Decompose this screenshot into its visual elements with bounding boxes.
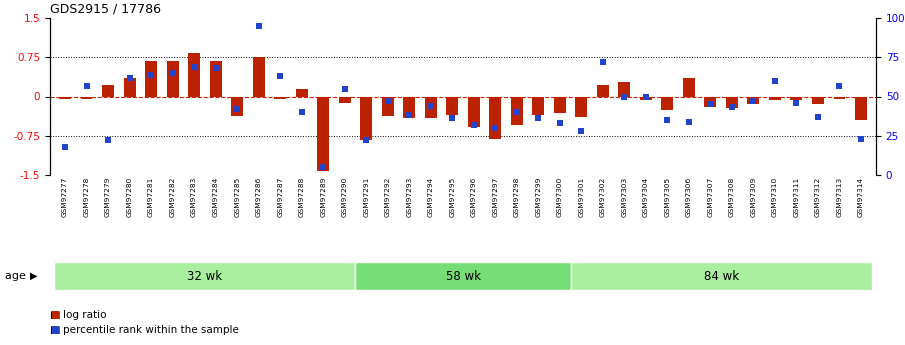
Text: GSM97306: GSM97306 bbox=[686, 177, 691, 217]
Text: GSM97297: GSM97297 bbox=[492, 177, 499, 217]
Text: GSM97309: GSM97309 bbox=[750, 177, 757, 217]
Text: ■ percentile rank within the sample: ■ percentile rank within the sample bbox=[50, 325, 239, 335]
Bar bbox=[683, 78, 695, 97]
Bar bbox=[188, 53, 200, 97]
Bar bbox=[790, 97, 803, 100]
Bar bbox=[360, 97, 372, 140]
Bar bbox=[424, 97, 436, 118]
Text: GSM97279: GSM97279 bbox=[105, 177, 111, 217]
Text: GSM97299: GSM97299 bbox=[535, 177, 541, 217]
Text: GSM97287: GSM97287 bbox=[277, 177, 283, 217]
Text: GSM97282: GSM97282 bbox=[169, 177, 176, 217]
Bar bbox=[356, 262, 570, 290]
Bar bbox=[597, 85, 609, 97]
Bar bbox=[812, 97, 824, 104]
Bar bbox=[296, 89, 308, 97]
Text: GSM97298: GSM97298 bbox=[514, 177, 519, 217]
Bar bbox=[834, 97, 845, 99]
Bar bbox=[662, 97, 673, 110]
Bar bbox=[145, 61, 157, 97]
Bar bbox=[54, 262, 356, 290]
Text: GSM97292: GSM97292 bbox=[385, 177, 391, 217]
Bar bbox=[274, 97, 286, 99]
Text: 32 wk: 32 wk bbox=[187, 269, 223, 283]
Text: GSM97290: GSM97290 bbox=[342, 177, 348, 217]
Text: 84 wk: 84 wk bbox=[703, 269, 738, 283]
Bar bbox=[81, 97, 92, 99]
Text: GSM97294: GSM97294 bbox=[428, 177, 433, 217]
Text: GSM97310: GSM97310 bbox=[772, 177, 778, 217]
Text: GSM97288: GSM97288 bbox=[299, 177, 305, 217]
Text: age: age bbox=[5, 271, 29, 281]
Bar bbox=[554, 97, 566, 113]
Text: GSM97303: GSM97303 bbox=[622, 177, 627, 217]
Text: ■: ■ bbox=[50, 310, 60, 320]
Bar bbox=[769, 97, 781, 100]
Bar bbox=[210, 61, 222, 97]
Bar bbox=[726, 97, 738, 108]
Text: GSM97289: GSM97289 bbox=[320, 177, 326, 217]
Bar bbox=[855, 97, 867, 120]
Bar bbox=[102, 85, 114, 97]
Bar bbox=[167, 61, 178, 97]
Text: GSM97284: GSM97284 bbox=[213, 177, 219, 217]
Bar bbox=[382, 97, 394, 116]
Text: GSM97285: GSM97285 bbox=[234, 177, 240, 217]
Bar bbox=[446, 97, 458, 115]
Text: GSM97311: GSM97311 bbox=[794, 177, 799, 217]
Bar bbox=[576, 97, 587, 117]
Text: ■ log ratio: ■ log ratio bbox=[50, 310, 107, 320]
Bar bbox=[468, 97, 480, 127]
Text: GSM97278: GSM97278 bbox=[83, 177, 90, 217]
Text: GSM97296: GSM97296 bbox=[471, 177, 477, 217]
Text: GSM97283: GSM97283 bbox=[191, 177, 197, 217]
Text: GSM97277: GSM97277 bbox=[62, 177, 68, 217]
Text: ■: ■ bbox=[50, 325, 60, 335]
Text: 58 wk: 58 wk bbox=[445, 269, 481, 283]
Text: GSM97302: GSM97302 bbox=[600, 177, 605, 217]
Text: GSM97281: GSM97281 bbox=[148, 177, 154, 217]
Bar bbox=[618, 82, 630, 97]
Text: GSM97307: GSM97307 bbox=[708, 177, 713, 217]
Bar bbox=[490, 97, 501, 139]
Text: ▶: ▶ bbox=[30, 271, 37, 281]
Text: GSM97291: GSM97291 bbox=[363, 177, 369, 217]
Bar bbox=[124, 78, 136, 97]
Text: GSM97286: GSM97286 bbox=[255, 177, 262, 217]
Text: GSM97295: GSM97295 bbox=[449, 177, 455, 217]
Text: GSM97301: GSM97301 bbox=[578, 177, 585, 217]
Text: GSM97313: GSM97313 bbox=[836, 177, 843, 217]
Bar bbox=[404, 97, 415, 118]
Bar bbox=[570, 262, 872, 290]
Text: GSM97314: GSM97314 bbox=[858, 177, 864, 217]
Text: GSM97308: GSM97308 bbox=[729, 177, 735, 217]
Bar bbox=[338, 97, 350, 103]
Bar bbox=[59, 97, 71, 99]
Text: GSM97304: GSM97304 bbox=[643, 177, 649, 217]
Bar bbox=[748, 97, 759, 104]
Bar bbox=[252, 57, 264, 97]
Text: GSM97305: GSM97305 bbox=[664, 177, 671, 217]
Text: GSM97280: GSM97280 bbox=[127, 177, 133, 217]
Text: GSM97312: GSM97312 bbox=[814, 177, 821, 217]
Bar bbox=[532, 97, 544, 115]
Bar bbox=[704, 97, 716, 107]
Text: GSM97293: GSM97293 bbox=[406, 177, 412, 217]
Text: GDS2915 / 17786: GDS2915 / 17786 bbox=[50, 3, 161, 16]
Bar bbox=[231, 97, 243, 116]
Text: GSM97300: GSM97300 bbox=[557, 177, 563, 217]
Bar bbox=[640, 97, 652, 100]
Bar bbox=[318, 97, 329, 171]
Bar bbox=[510, 97, 523, 125]
